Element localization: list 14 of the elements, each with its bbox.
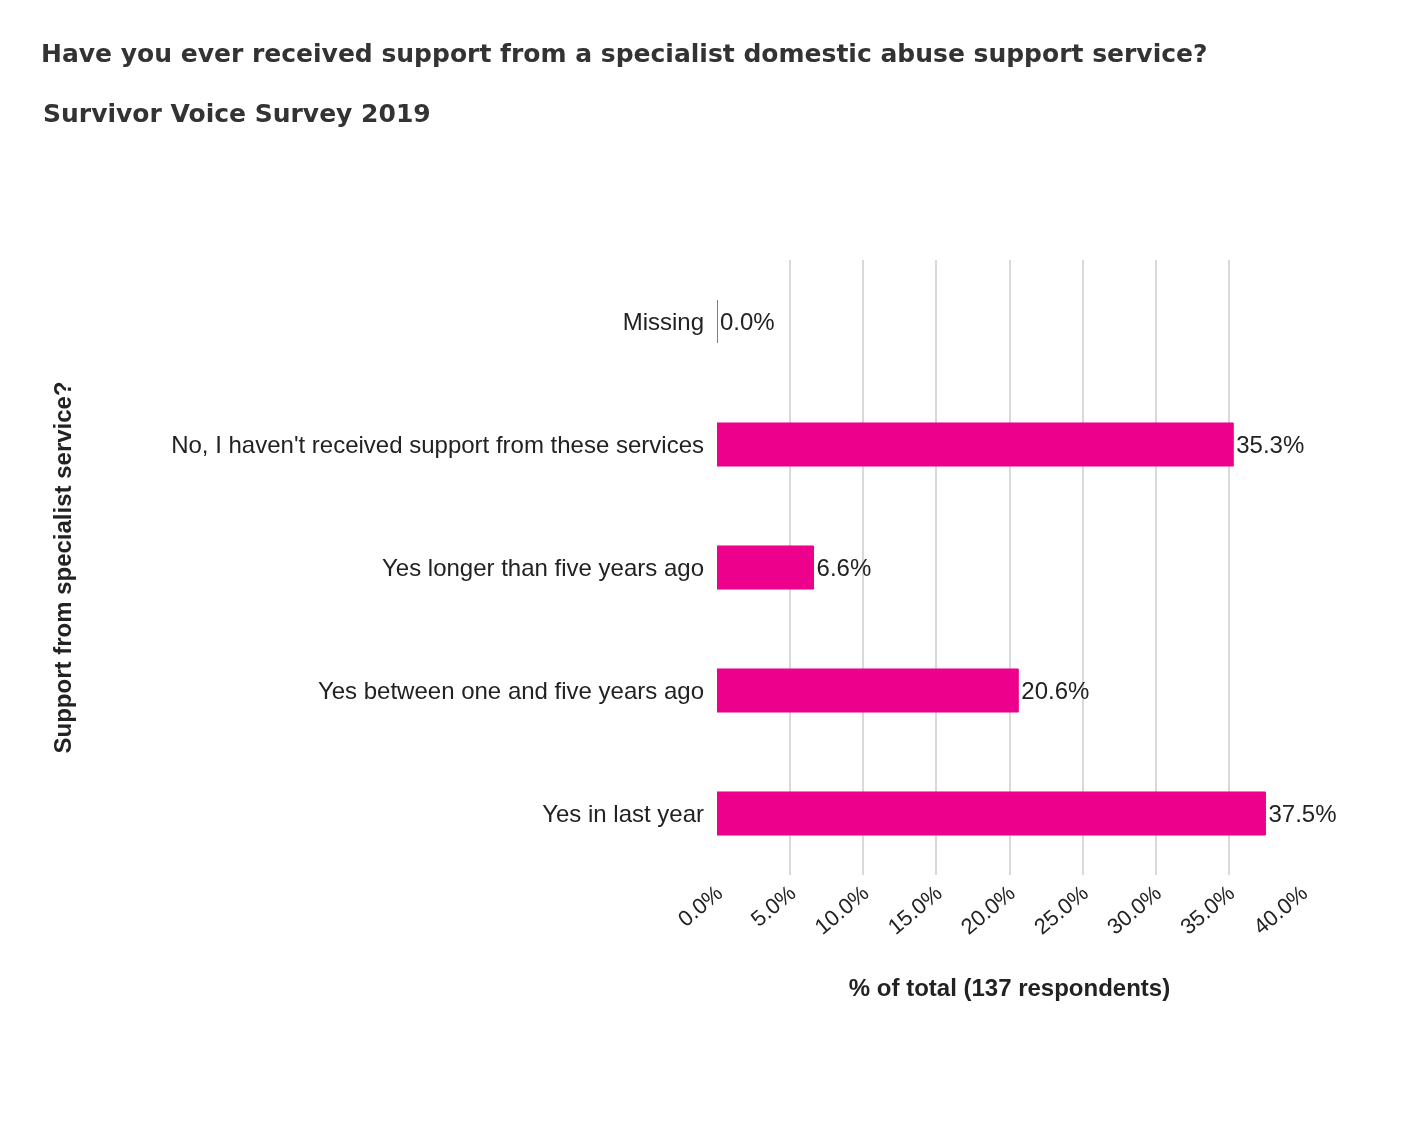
data-label: 0.0% [720,308,775,336]
data-label: 37.5% [1268,800,1337,828]
data-label: 6.6% [816,554,872,582]
y-tick-label: No, I haven't received support from these services [171,430,704,458]
data-label: 35.3% [1236,431,1305,458]
chart-title: Have you ever received support from a specialist domestic abuse support service? [41,38,1208,68]
text: Survivor Voice Survey 2019 [43,99,431,128]
y-tick-label: Yes between one and five years ago [317,676,704,704]
y-tick-label: Yes longer than five years ago [382,553,704,581]
y-axis-title: Support from specialist service? [48,381,76,754]
x-axis-title: % of total (137 respondents) [848,973,1171,1001]
y-tick-label: Missing [622,307,704,335]
data-label: 20.6% [1021,677,1090,705]
y-tick-label: Yes in last year [542,799,704,827]
